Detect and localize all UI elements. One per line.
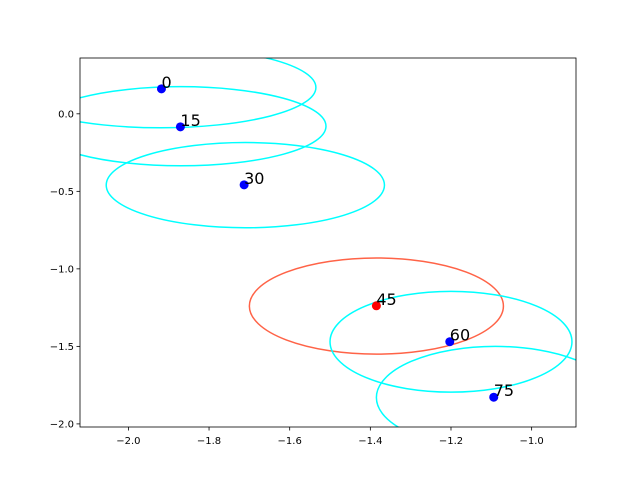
- y-tick-label: −2.0: [50, 419, 74, 430]
- data-point-75: [489, 392, 499, 402]
- y-tick-label: 0.0: [58, 109, 74, 120]
- y-tick-label: −0.5: [50, 187, 74, 198]
- x-axis-ticks: −2.0 −1.8 −1.6 −1.4 −1.2 −1.0: [116, 427, 544, 447]
- ellipse-0: [80, 58, 317, 129]
- ellipse-15: [80, 85, 327, 167]
- x-tick-label: −1.0: [519, 436, 543, 447]
- ellipse-60: [329, 290, 573, 393]
- points-layer: [156, 84, 499, 402]
- ellipses-layer: [80, 58, 576, 427]
- point-label-45: 45: [376, 290, 396, 309]
- plot-frame: [79, 57, 577, 428]
- y-tick-label: −1.0: [50, 264, 74, 275]
- plot-background: [80, 58, 576, 427]
- data-point-0: [156, 84, 166, 94]
- point-label-30: 30: [244, 169, 264, 188]
- ellipse-30: [105, 141, 386, 229]
- point-label-15: 15: [180, 111, 200, 130]
- data-point-45: [371, 301, 381, 311]
- point-label-0: 0: [161, 73, 171, 92]
- point-labels-layer: 0 15 30 45 60 75: [161, 73, 514, 400]
- data-point-30: [239, 180, 249, 190]
- y-tick-label: −1.5: [50, 342, 74, 353]
- x-tick-label: −1.8: [197, 436, 221, 447]
- y-axis-ticks: 0.0 −0.5 −1.0 −1.5 −2.0: [50, 109, 80, 430]
- ellipse-45: [248, 257, 505, 355]
- point-label-60: 60: [450, 326, 470, 345]
- x-tick-label: −1.6: [278, 436, 302, 447]
- x-tick-label: −1.4: [358, 436, 382, 447]
- data-point-15: [175, 122, 185, 132]
- x-tick-label: −2.0: [116, 436, 140, 447]
- x-tick-label: −1.2: [439, 436, 463, 447]
- point-label-75: 75: [494, 381, 514, 400]
- data-point-60: [445, 337, 455, 347]
- ellipse-75: [375, 345, 576, 427]
